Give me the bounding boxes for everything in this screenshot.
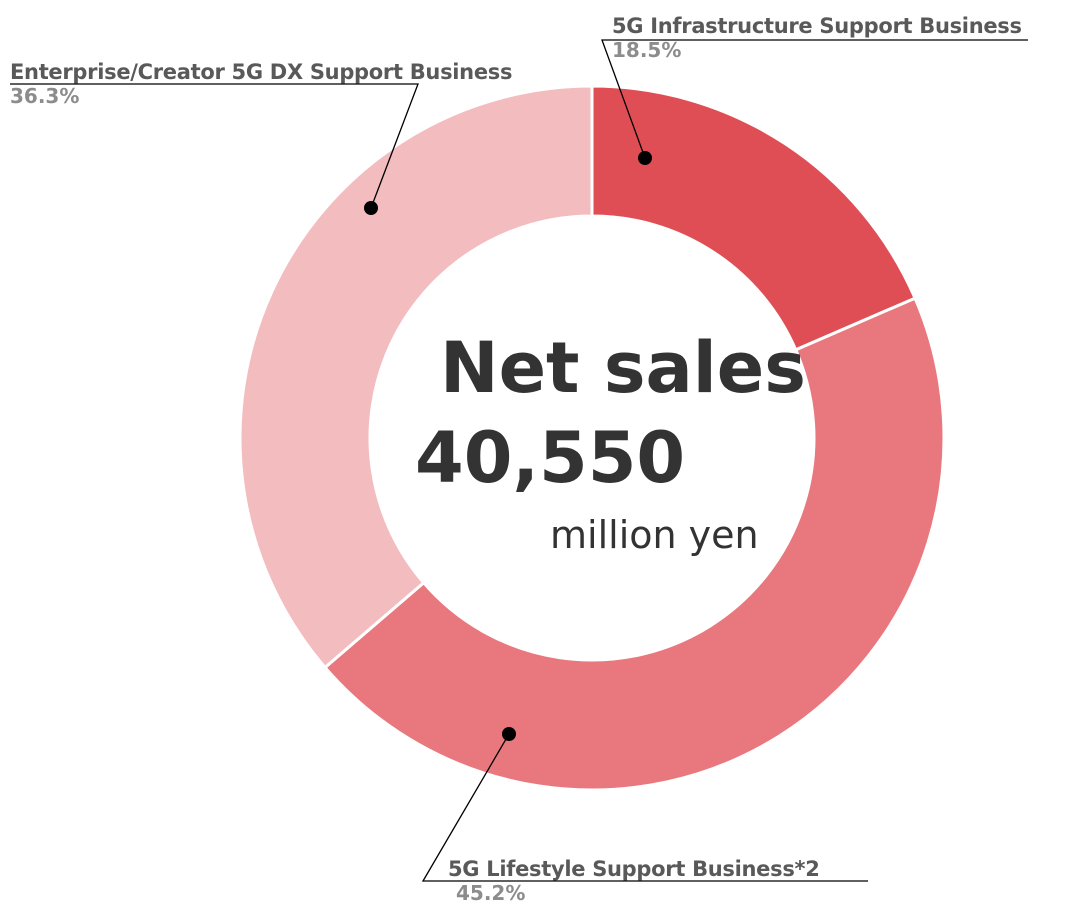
leader-lines: [10, 39, 1028, 882]
leader-line-1: [421, 733, 868, 882]
slice-percent: 18.5%: [612, 38, 682, 62]
leader-line-0: [601, 39, 1028, 159]
center-title: Net sales: [440, 327, 806, 409]
donut-slice-1: [322, 296, 946, 792]
slice-name: 5G Infrastructure Support Business: [612, 14, 1022, 38]
center-unit: million yen: [550, 513, 759, 557]
leader-dot-0: [638, 151, 652, 165]
center-value: 40,550: [415, 417, 686, 499]
slice-percent: 36.3%: [10, 84, 80, 108]
slice-label-enterprise: Enterprise/Creator 5G DX Support Busines…: [10, 60, 512, 108]
slice-name: Enterprise/Creator 5G DX Support Busines…: [10, 60, 513, 84]
leader-dot-2: [364, 201, 378, 215]
slice-label-lifestyle: 5G Lifestyle Support Business*2 45.2%: [448, 857, 820, 905]
slice-name: 5G Lifestyle Support Business*2: [448, 857, 820, 881]
slice-label-infrastructure: 5G Infrastructure Support Business 18.5%: [612, 14, 1022, 62]
leader-line-2: [10, 83, 419, 209]
donut-slice-2: [238, 84, 594, 670]
donut-slice-0: [590, 84, 918, 352]
slice-percent: 45.2%: [456, 881, 526, 905]
donut-slices: [238, 84, 946, 792]
leader-dot-1: [502, 727, 516, 741]
